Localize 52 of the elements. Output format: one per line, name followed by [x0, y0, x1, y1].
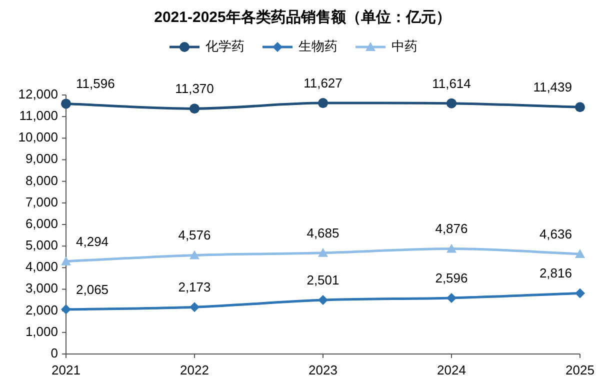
- y-tick-label: 1,000: [25, 324, 58, 339]
- legend-label: 中药: [392, 38, 418, 54]
- data-label: 4,294: [76, 234, 109, 249]
- point: [190, 250, 200, 260]
- x-tick-label: 2025: [566, 362, 594, 378]
- point: [446, 292, 456, 303]
- point: [446, 98, 456, 108]
- data-label: 2,816: [539, 266, 572, 281]
- x-tick-label: 2021: [52, 362, 80, 378]
- data-label: 4,876: [435, 221, 468, 236]
- point: [446, 244, 456, 253]
- x-tick-label: 2024: [437, 362, 466, 378]
- point: [61, 256, 71, 266]
- y-tick-label: 6,000: [25, 216, 58, 231]
- data-label: 11,370: [175, 81, 214, 96]
- y-tick-label: 12,000: [18, 86, 58, 102]
- data-label: 4,685: [306, 225, 340, 240]
- legend-label: 生物药: [298, 38, 338, 54]
- y-tick-label: 7,000: [25, 194, 58, 210]
- data-label: 11,614: [432, 76, 471, 91]
- y-tick-label: 0: [50, 345, 58, 360]
- point: [318, 248, 328, 257]
- legend-label: 化学药: [206, 38, 244, 54]
- x-tick-label: 2022: [180, 362, 209, 378]
- y-tick-label: 8,000: [25, 172, 58, 188]
- point: [318, 295, 328, 306]
- data-label: 11,596: [76, 76, 115, 92]
- y-tick-label: 4,000: [25, 259, 58, 274]
- data-label: 2,173: [178, 280, 211, 295]
- y-tick-label: 2,000: [25, 302, 58, 318]
- data-label: 11,439: [533, 80, 572, 95]
- data-label: 2,596: [435, 270, 468, 286]
- data-label: 4,636: [539, 226, 572, 242]
- point: [575, 288, 585, 298]
- point: [61, 98, 71, 109]
- data-label: 4,576: [178, 228, 211, 243]
- y-tick-label: 9,000: [25, 151, 58, 166]
- point: [190, 302, 200, 312]
- data-label: 2,501: [306, 272, 340, 288]
- chart-title: 2021-2025年各类药品销售额（单位：亿元）: [154, 8, 451, 26]
- y-tick-label: 11,000: [19, 108, 58, 124]
- point: [318, 98, 328, 108]
- y-tick-label: 10,000: [18, 130, 58, 145]
- point: [190, 104, 200, 114]
- data-label: 2,065: [76, 282, 109, 297]
- x-tick-label: 2023: [308, 362, 338, 378]
- y-tick-label: 3,000: [25, 280, 58, 296]
- y-tick-label: 5,000: [25, 238, 58, 253]
- point: [575, 102, 585, 112]
- point: [575, 248, 585, 258]
- point: [61, 304, 71, 314]
- data-label: 11,627: [304, 75, 342, 90]
